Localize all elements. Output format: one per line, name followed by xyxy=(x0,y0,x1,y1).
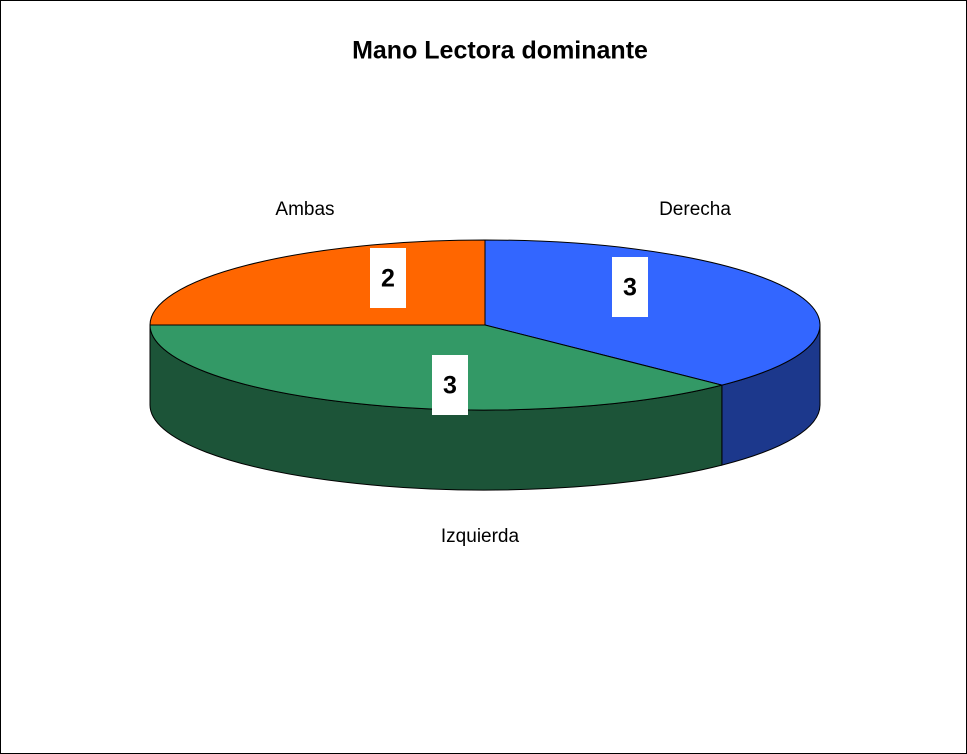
category-label: Derecha xyxy=(659,199,731,220)
pie-slice xyxy=(484,239,821,386)
category-label: Izquierda xyxy=(441,526,520,547)
chart-title: Mano Lectora dominante xyxy=(352,37,648,65)
value-label-box xyxy=(370,248,406,308)
value-label: 3 xyxy=(623,274,637,302)
value-label: 3 xyxy=(443,372,457,400)
value-label-box xyxy=(432,355,468,415)
value-label-box xyxy=(612,257,648,317)
value-label: 2 xyxy=(381,265,395,293)
category-label: Ambas xyxy=(275,199,334,220)
